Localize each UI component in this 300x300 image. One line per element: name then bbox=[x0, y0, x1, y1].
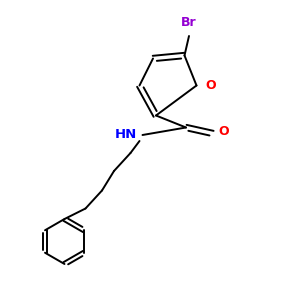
Text: O: O bbox=[206, 79, 216, 92]
Text: Br: Br bbox=[181, 16, 197, 28]
Text: HN: HN bbox=[114, 128, 136, 142]
Text: O: O bbox=[218, 125, 229, 139]
